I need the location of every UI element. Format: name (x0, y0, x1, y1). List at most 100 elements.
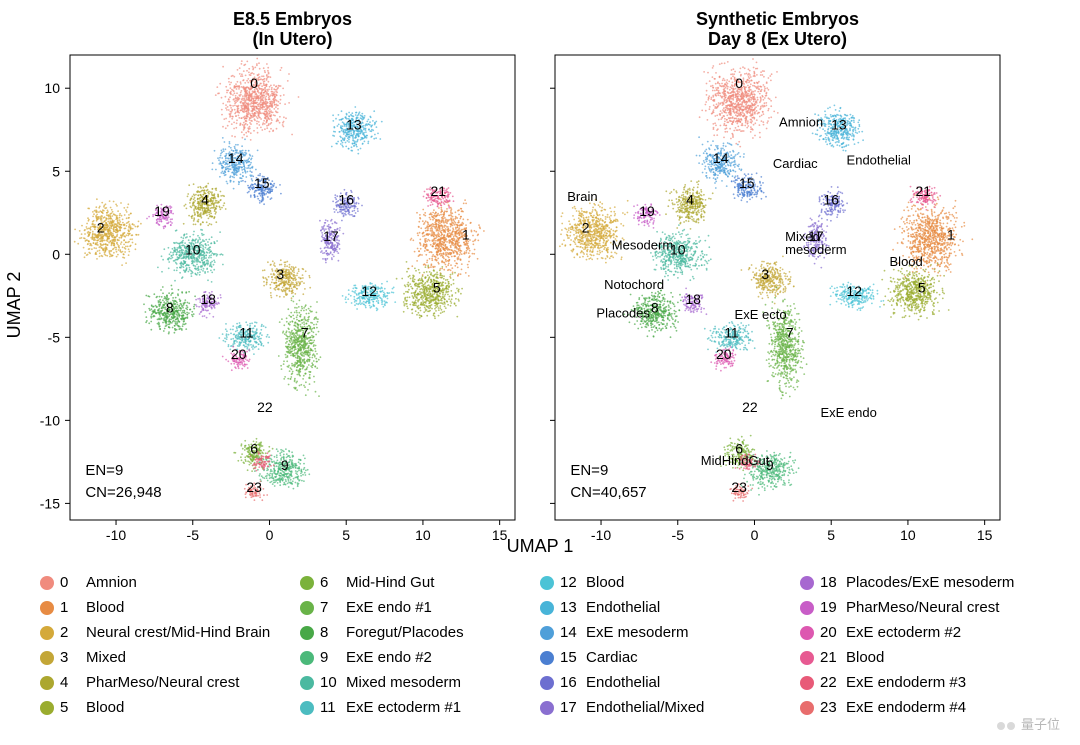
cluster-number-label: 8 (166, 299, 174, 315)
legend-dot-icon (540, 701, 554, 715)
legend-item: 1Blood (40, 595, 270, 620)
cluster-number-label: 1 (947, 226, 955, 242)
cluster-number-label: 12 (361, 283, 377, 299)
legend-id: 17 (560, 699, 580, 716)
cluster-annotation: Cardiac (773, 156, 818, 171)
cluster-annotation: Placodes (596, 305, 650, 320)
legend-label: Placodes/ExE mesoderm (846, 574, 1014, 591)
legend-id: 23 (820, 699, 840, 716)
cluster-annotation: Brain (567, 189, 597, 204)
umap-svg: E8.5 Embryos(In Utero)012345678910111213… (70, 55, 515, 550)
cluster-annotation: Blood (890, 254, 923, 269)
legend-dot-icon (800, 651, 814, 665)
legend-item: 3 Mixed (40, 645, 270, 670)
legend-id: 8 (320, 624, 340, 641)
legend-label: Endothelial (586, 674, 660, 691)
panel-stat: CN=26,948 (85, 484, 161, 501)
legend-item: 11ExE ectoderm #1 (300, 695, 464, 720)
cluster-annotation: ExE ecto (735, 307, 787, 322)
legend-id: 3 (60, 649, 80, 666)
y-tick-label: -5 (48, 329, 61, 345)
legend-dot-icon (300, 651, 314, 665)
legend-dot-icon (40, 651, 54, 665)
cluster-annotation: Mesoderm (612, 237, 673, 252)
cluster-number-label: 6 (250, 441, 258, 457)
legend-label: PharMeso/Neural crest (846, 599, 999, 616)
legend-id: 2 (60, 624, 80, 641)
cluster-number-label: 7 (301, 324, 309, 340)
legend-id: 14 (560, 624, 580, 641)
cluster-number-label: 12 (846, 283, 862, 299)
legend-item: 9ExE endo #2 (300, 645, 464, 670)
legend-item: 23ExE endoderm #4 (800, 695, 1014, 720)
legend-item: 20ExE ectoderm #2 (800, 620, 1014, 645)
legend-dot-icon (300, 701, 314, 715)
legend-label: Mixed (86, 649, 126, 666)
cluster-number-label: 2 (97, 220, 105, 236)
cluster-annotation: ExE endo (820, 405, 876, 420)
legend-dot-icon (300, 626, 314, 640)
umap-panel-left: E8.5 Embryos(In Utero)012345678910111213… (70, 55, 515, 520)
cluster-number-label: 20 (231, 346, 247, 362)
cluster-number-label: 10 (185, 241, 201, 257)
panel-title-line2: (In Utero) (253, 29, 333, 49)
legend-id: 7 (320, 599, 340, 616)
umap-svg: Synthetic EmbryosDay 8 (Ex Utero)0123456… (555, 55, 1000, 550)
legend-id: 6 (320, 574, 340, 591)
cluster-number-label: 1 (462, 226, 470, 242)
cluster-number-label: 13 (346, 117, 362, 133)
cluster-number-label: 18 (200, 291, 216, 307)
cluster-number-label: 14 (228, 150, 244, 166)
legend-column: 18Placodes/ExE mesoderm19PharMeso/Neural… (800, 570, 1014, 720)
legend-label: Mixed mesoderm (346, 674, 461, 691)
cluster-number-label: 23 (246, 479, 262, 495)
legend-dot-icon (540, 576, 554, 590)
legend-label: ExE endo #1 (346, 599, 432, 616)
y-tick-label: 5 (52, 163, 60, 179)
legend-dot-icon (800, 701, 814, 715)
legend-item: 7 ExE endo #1 (300, 595, 464, 620)
cluster-annotation: mesoderm (785, 242, 846, 257)
cluster-annotation: MidHindGut (701, 453, 770, 468)
umap-panel-right: Synthetic EmbryosDay 8 (Ex Utero)0123456… (555, 55, 1000, 520)
legend-dot-icon (40, 701, 54, 715)
legend-label: Blood (86, 599, 124, 616)
legend-item: 13Endothelial (540, 595, 704, 620)
x-axis-label-svg: UMAP 1 (0, 530, 1080, 560)
cluster-number-label: 11 (239, 324, 254, 340)
cluster-number-label: 19 (639, 203, 655, 219)
legend-label: ExE mesoderm (586, 624, 689, 641)
legend-label: Amnion (86, 574, 137, 591)
legend-column: 12Blood13Endothelial14ExE mesoderm15Card… (540, 570, 704, 720)
legend-id: 9 (320, 649, 340, 666)
legend-label: ExE endoderm #3 (846, 674, 966, 691)
legend-item: 5Blood (40, 695, 270, 720)
legend-dot-icon (40, 601, 54, 615)
legend-id: 11 (320, 699, 340, 716)
legend-id: 10 (320, 674, 340, 691)
legend-id: 21 (820, 649, 840, 666)
legend-dot-icon (40, 576, 54, 590)
cluster-number-label: 20 (716, 346, 732, 362)
watermark-text: 量子位 (1021, 717, 1060, 732)
cluster-number-label: 8 (651, 299, 659, 315)
legend-dot-icon (800, 601, 814, 615)
legend-dot-icon (300, 576, 314, 590)
legend-item: 16Endothelial (540, 670, 704, 695)
cluster-number-label: 16 (338, 191, 354, 207)
cluster-number-label: 5 (918, 279, 926, 295)
watermark: 量子位 (997, 714, 1060, 733)
cluster-number-label: 5 (433, 279, 441, 295)
cluster-number-label: 16 (823, 191, 839, 207)
cluster-number-label: 7 (786, 324, 794, 340)
legend-id: 15 (560, 649, 580, 666)
y-tick-label: 10 (44, 80, 60, 96)
cluster-number-label: 9 (281, 457, 289, 473)
panel-title-line1: E8.5 Embryos (233, 9, 352, 29)
legend-label: Blood (586, 574, 624, 591)
cluster-number-label: 22 (742, 399, 758, 415)
legend-item: 6Mid-Hind Gut (300, 570, 464, 595)
legend-dot-icon (40, 626, 54, 640)
cluster-annotation: Amnion (779, 114, 823, 129)
legend-item: 10 Mixed mesoderm (300, 670, 464, 695)
